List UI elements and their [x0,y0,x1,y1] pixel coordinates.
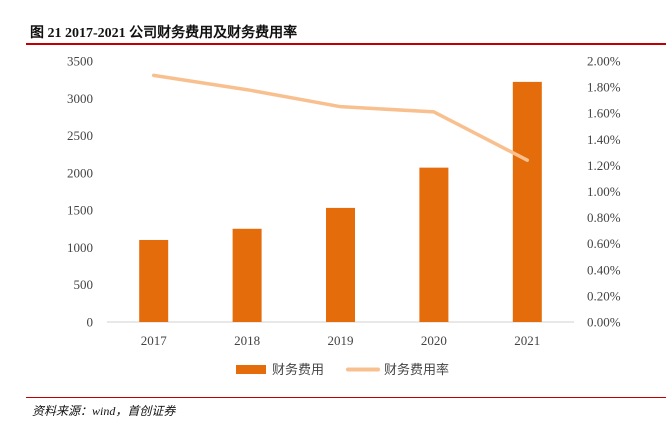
x-tick-label: 2019 [328,333,354,348]
right-tick-label: 0.20% [587,288,621,303]
bar-2020 [419,167,449,322]
right-tick-label: 2.00% [587,54,621,69]
left-axis: 0 500 1000 1500 2000 2500 3000 3500 [67,54,93,330]
left-tick-label: 3000 [67,91,93,106]
left-tick-label: 3500 [67,54,93,69]
left-tick-label: 2000 [67,165,93,180]
bar-2017 [139,239,169,322]
x-tick-label: 2017 [141,333,168,348]
bar-2018 [232,228,262,322]
right-tick-label: 1.00% [587,184,621,199]
legend-label-bar: 财务费用 [272,362,324,377]
bar-2021 [512,81,542,322]
x-tick-label: 2020 [421,333,447,348]
left-tick-label: 500 [74,277,94,292]
left-tick-label: 1000 [67,240,93,255]
right-tick-label: 1.20% [587,158,621,173]
source-note: 资料来源：wind，首创证券 [32,404,176,418]
left-tick-label: 0 [87,315,94,330]
title-rule [26,43,666,45]
line-series [151,73,530,162]
right-tick-label: 1.80% [587,80,621,95]
right-tick-label: 1.40% [587,132,621,147]
line-path [151,73,530,162]
right-tick-label: 0.40% [587,262,621,277]
left-tick-label: 2500 [67,128,93,143]
right-tick-label: 0.00% [587,315,621,330]
x-axis: 2017 2018 2019 2020 2021 [107,321,574,348]
bar-series [139,81,542,322]
x-tick-label: 2021 [514,333,540,348]
bar-2019 [326,207,355,322]
source-rule [26,397,666,398]
right-tick-label: 0.60% [587,236,621,251]
x-tick-label: 2018 [234,333,260,348]
chart-title: 图 21 2017-2021 公司财务费用及财务费用率 [30,26,298,41]
legend-label-line: 财务费用率 [384,362,449,377]
right-tick-label: 1.60% [587,106,621,121]
right-axis: 0.00% 0.20% 0.40% 0.60% 0.80% 1.00% 1.20% 1.40%… [587,54,621,330]
right-tick-label: 0.80% [587,210,621,225]
left-tick-label: 1500 [67,203,93,218]
legend-swatch-bar [236,365,266,374]
legend: 财务费用 财务费用率 [236,362,449,377]
